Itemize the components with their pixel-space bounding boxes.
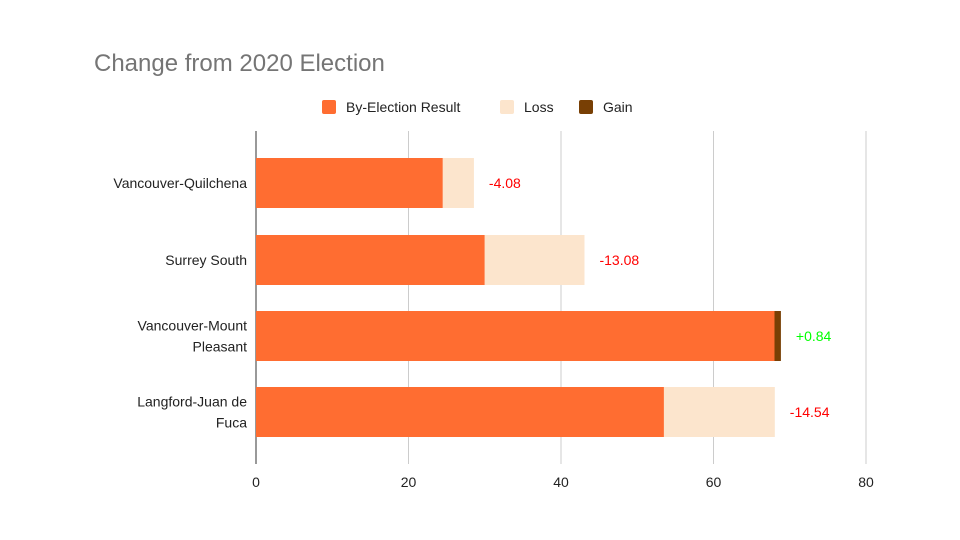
x-tick-label: 60 [706,474,722,490]
x-tick-label: 0 [252,474,260,490]
legend-item-by-election-result: By-Election Result [322,96,460,118]
bar-by-election-result [256,311,775,361]
data-label: -14.54 [790,404,830,420]
bar-by-election-result [256,387,664,437]
legend: By-Election Result Loss Gain [0,96,960,118]
category-label: Vancouver-Quilchena [113,175,247,191]
bar-gain [774,311,781,361]
chart-title: Change from 2020 Election [94,50,385,77]
legend-swatch-gain [579,100,593,114]
bar-loss [484,235,585,285]
legend-item-loss: Loss [500,96,554,118]
legend-item-gain: Gain [579,96,633,118]
bar-by-election-result [256,235,485,285]
legend-swatch-loss [500,100,514,114]
category-label: Surrey South [165,252,247,268]
bar-loss [663,387,775,437]
legend-label-loss: Loss [524,99,554,115]
bar-by-election-result [256,158,443,208]
legend-label-by-election-result: By-Election Result [346,99,461,115]
data-label: -13.08 [599,252,639,268]
x-tick-label: 40 [553,474,569,490]
x-tick-label: 80 [858,474,874,490]
category-label: Langford-Juan de Fuca [137,394,247,431]
data-label: +0.84 [796,328,832,344]
x-tick-label: 20 [401,474,417,490]
category-label: Vancouver-Mount Pleasant [138,318,248,355]
legend-swatch-by-election-result [322,100,336,114]
bar-loss [442,158,474,208]
data-label: -4.08 [489,175,521,191]
legend-label-gain: Gain [603,99,633,115]
